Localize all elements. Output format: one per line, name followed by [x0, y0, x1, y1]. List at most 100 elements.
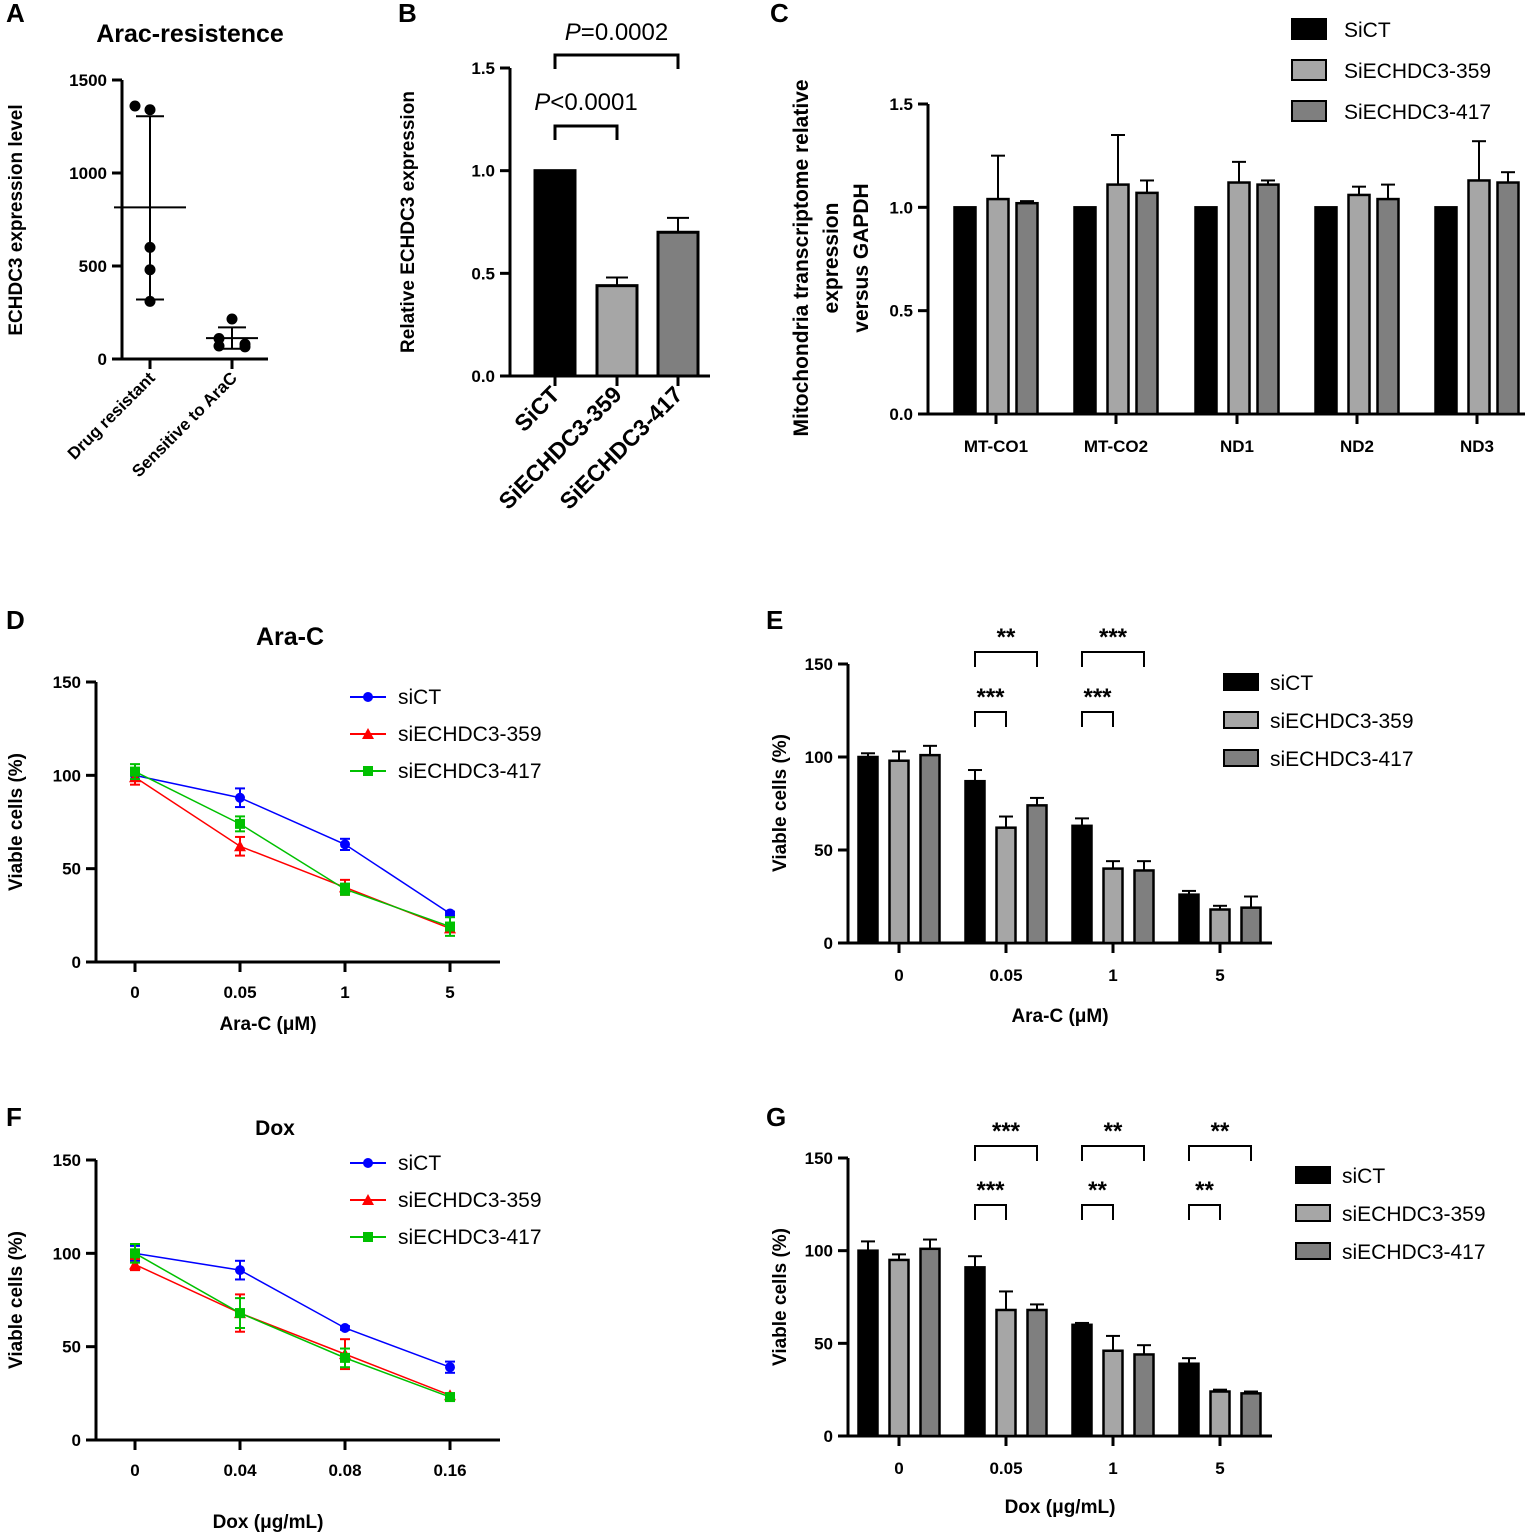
legend-swatch	[1291, 59, 1327, 81]
y-tick-label: 0	[72, 953, 81, 972]
bar	[1133, 869, 1155, 945]
bar	[656, 230, 700, 378]
x-tick-label: 1	[1108, 1459, 1117, 1478]
y-tick-label: 150	[805, 655, 833, 674]
legend-label: siECHDC3-359	[398, 1189, 542, 1212]
x-tick-label: 0	[894, 1459, 903, 1478]
panel-label-c: C	[770, 0, 789, 28]
legend-label: siECHDC3-417	[398, 760, 542, 783]
legend-label: siCT	[1342, 1165, 1385, 1188]
x-tick-label: 0.04	[223, 1461, 257, 1480]
x-tick-label: ND1	[1220, 437, 1254, 456]
panel-label-g: G	[766, 1102, 786, 1132]
y-tick-label: 0	[98, 350, 107, 369]
legend-label: SiCT	[1344, 19, 1391, 42]
bar	[595, 284, 639, 378]
significance-bracket	[1188, 1145, 1252, 1161]
x-tick-label: MT-CO1	[964, 437, 1028, 456]
data-point	[235, 1265, 245, 1276]
significance-bracket	[974, 1145, 1038, 1161]
significance-bracket	[974, 1204, 1007, 1220]
chart-d: Ara-C 0 50 100 150 Viable cells (%) 0 0.05 1 5 Ara…	[6, 623, 542, 1035]
bar	[986, 197, 1010, 416]
series-line	[134, 1252, 451, 1368]
bar	[1178, 1362, 1200, 1438]
data-point	[445, 921, 455, 932]
bar	[1209, 908, 1231, 945]
y-axis-label: versus GAPDH	[850, 183, 873, 332]
bar	[1434, 206, 1458, 416]
chart-title: Ara-C	[256, 623, 324, 651]
y-tick-label: 50	[62, 1338, 81, 1357]
significance-bracket	[553, 124, 619, 140]
bar	[1102, 1349, 1124, 1438]
legend-swatch	[1291, 18, 1327, 40]
legend-label: siCT	[1270, 672, 1313, 695]
x-tick-label: 5	[1215, 966, 1224, 985]
data-point	[235, 818, 245, 829]
legend-label: siECHDC3-417	[398, 1226, 542, 1249]
x-tick-label: Drug resistant	[64, 368, 159, 463]
y-tick-label: 1.0	[471, 162, 495, 181]
significance-bracket	[1081, 1204, 1114, 1220]
legend-swatch	[1295, 1242, 1331, 1260]
bar	[1240, 906, 1262, 945]
legend-label: siECHDC3-417	[1342, 1241, 1486, 1264]
data-point	[239, 341, 251, 353]
data-point	[445, 1392, 455, 1403]
y-tick-label: 1.5	[889, 95, 913, 114]
y-tick-label: 150	[53, 673, 81, 692]
legend-label: SiECHDC3-359	[1344, 60, 1491, 83]
y-axis-label: Viable cells (%)	[6, 753, 27, 891]
significance-bracket	[1188, 1204, 1221, 1220]
panel-label-b: B	[398, 0, 417, 28]
y-tick-label: 1.0	[889, 198, 913, 217]
panel-label-d: D	[6, 605, 25, 635]
x-axis-label: Dox (μg/mL)	[1005, 1497, 1116, 1518]
data-point	[144, 241, 156, 253]
significance-stars: **	[1211, 1118, 1230, 1145]
legend-label: siECHDC3-417	[1270, 748, 1414, 771]
y-tick-label: 50	[62, 860, 81, 879]
bar	[1240, 1392, 1262, 1438]
bar	[1496, 181, 1520, 416]
bar	[1209, 1390, 1231, 1438]
legend-label: siCT	[398, 686, 441, 709]
x-tick-label: 0.08	[328, 1461, 361, 1480]
x-axis-label: Ara-C (μM)	[219, 1014, 316, 1035]
x-axis-label: Dox (μg/mL)	[213, 1512, 324, 1533]
data-point	[340, 1323, 350, 1333]
significance-stars: ***	[1083, 684, 1112, 711]
x-tick-label: MT-CO2	[1084, 437, 1148, 456]
y-tick-label: 0.5	[471, 264, 495, 283]
bar	[964, 779, 986, 945]
bar	[919, 1247, 941, 1438]
x-tick-label: SiCT	[509, 381, 564, 436]
data-point	[129, 100, 141, 112]
bar	[533, 169, 577, 378]
data-point	[213, 340, 225, 352]
legend-label: siECHDC3-359	[1270, 710, 1414, 733]
data-point	[130, 766, 140, 777]
legend-label: siCT	[398, 1152, 441, 1175]
bar	[857, 755, 879, 945]
significance-bracket	[974, 711, 1007, 727]
chart-title: Arac-resistence	[96, 20, 284, 48]
legend-swatch	[1223, 749, 1259, 767]
data-point	[363, 692, 373, 702]
series-line	[134, 770, 451, 928]
y-tick-label: 1000	[69, 164, 107, 183]
data-point	[130, 1248, 140, 1259]
bar	[1026, 1308, 1048, 1438]
data-point	[363, 1158, 373, 1168]
chart-b: 0.0 0.5 1.0 1.5 Relative ECHDC3 expression Si…	[398, 19, 710, 514]
data-point	[363, 1232, 373, 1242]
x-axis-label: Ara-C (μM)	[1011, 1006, 1108, 1027]
panel-label-e: E	[766, 605, 783, 635]
y-axis-label: Viable cells (%)	[770, 1228, 791, 1366]
y-axis-label: Mitochondria transcriptome relative	[790, 79, 813, 436]
y-axis-label: Viable cells (%)	[770, 734, 791, 872]
legend-label: siECHDC3-359	[398, 723, 542, 746]
x-tick-label: 0.05	[989, 966, 1022, 985]
